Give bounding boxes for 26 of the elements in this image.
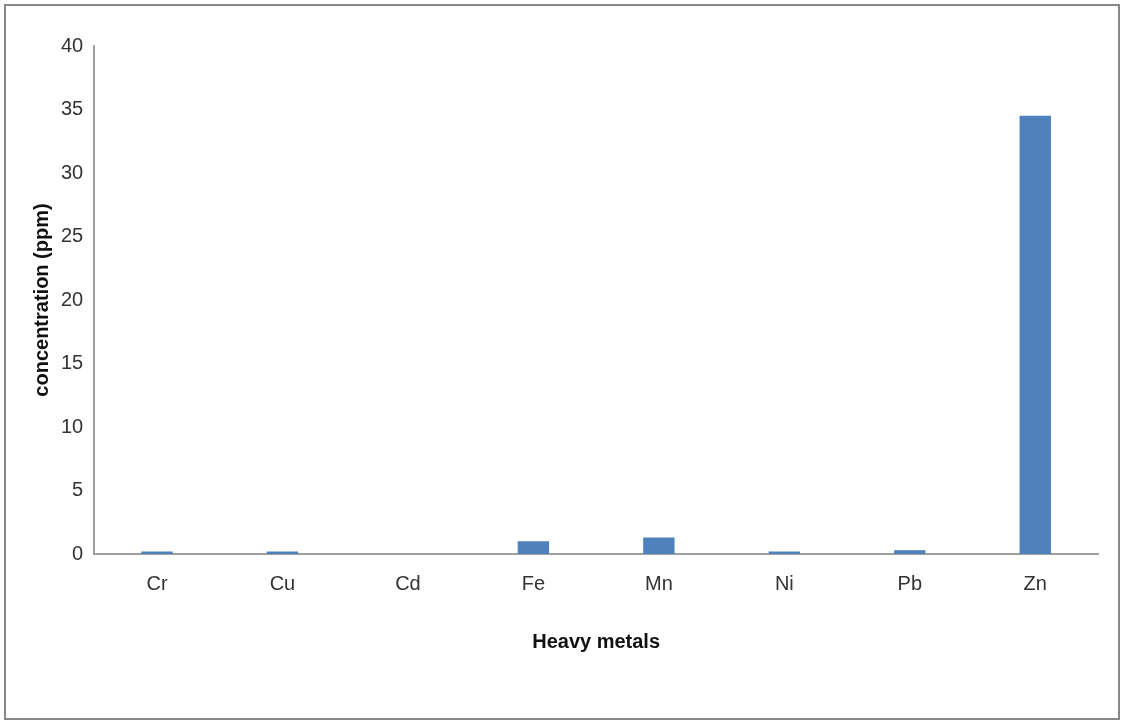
y-tick-label: 25	[61, 224, 84, 247]
bar	[894, 550, 926, 554]
bar	[266, 551, 299, 554]
bar	[643, 537, 675, 554]
bar	[1019, 115, 1051, 554]
x-tick-label: Fe	[521, 571, 546, 594]
bar	[517, 541, 550, 554]
x-tick-label: Zn	[1023, 571, 1047, 594]
y-tick-label: 10	[61, 414, 84, 437]
x-tick-label: Mn	[644, 571, 673, 594]
y-tick-label: 20	[61, 287, 84, 310]
x-tick-label: Cr	[146, 571, 168, 594]
y-tick-label: 40	[61, 33, 84, 56]
y-tick-label: 15	[61, 351, 84, 374]
y-tick-label: 35	[61, 97, 84, 120]
y-tick-label: 30	[61, 160, 84, 183]
bar	[141, 551, 173, 554]
x-tick-label: Ni	[774, 571, 794, 594]
x-tick-label: Cu	[269, 571, 296, 594]
y-tick-label: 0	[72, 541, 84, 564]
bar	[768, 551, 801, 554]
y-tick-label: 5	[72, 478, 84, 501]
x-axis-title: Heavy metals	[532, 629, 661, 652]
y-axis-title: concentration (ppm)	[29, 203, 52, 397]
x-tick-label: Pb	[897, 571, 923, 594]
x-tick-label: Cd	[395, 571, 421, 594]
